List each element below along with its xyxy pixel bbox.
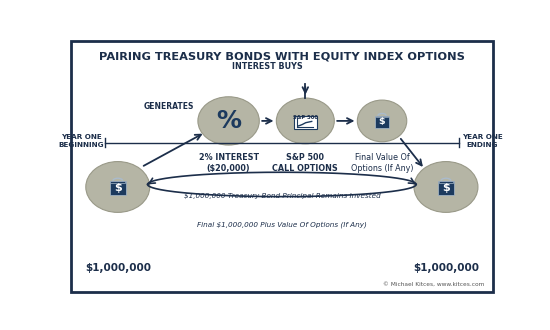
Text: $: $ [442,183,450,193]
FancyBboxPatch shape [439,182,453,183]
Text: S&P 500: S&P 500 [293,115,318,120]
Text: Final $1,000,000 Plus Value Of Options (If Any): Final $1,000,000 Plus Value Of Options (… [197,222,367,228]
Text: %: % [216,109,241,133]
Text: © Michael Kitces, www.kitces.com: © Michael Kitces, www.kitces.com [383,281,485,286]
Text: $: $ [114,183,122,193]
Text: $1,000,000: $1,000,000 [413,263,479,273]
Text: 2% INTEREST
($20,000): 2% INTEREST ($20,000) [199,153,258,173]
Text: Final Value Of
Options (If Any): Final Value Of Options (If Any) [351,153,413,173]
Text: S&P 500
CALL OPTIONS: S&P 500 CALL OPTIONS [272,153,338,173]
FancyBboxPatch shape [294,115,317,129]
Ellipse shape [414,162,478,213]
FancyBboxPatch shape [376,116,388,117]
Text: PAIRING TREASURY BONDS WITH EQUITY INDEX OPTIONS: PAIRING TREASURY BONDS WITH EQUITY INDEX… [99,51,465,61]
FancyBboxPatch shape [110,181,125,195]
Text: INTEREST BUYS: INTEREST BUYS [232,62,302,71]
Ellipse shape [198,97,259,145]
FancyBboxPatch shape [111,182,125,183]
FancyBboxPatch shape [375,116,389,128]
Text: $: $ [379,117,386,126]
Ellipse shape [276,98,334,144]
Text: YEAR ONE
ENDING: YEAR ONE ENDING [462,135,503,148]
Text: YEAR ONE
BEGINNING: YEAR ONE BEGINNING [59,135,104,148]
Ellipse shape [358,100,407,142]
Text: $1,000,000 Treasury Bond Principal Remains Invested: $1,000,000 Treasury Bond Principal Remai… [184,193,380,199]
Text: GENERATES: GENERATES [144,102,194,112]
Ellipse shape [86,162,150,213]
FancyBboxPatch shape [438,181,454,195]
Text: $1,000,000: $1,000,000 [85,263,151,273]
